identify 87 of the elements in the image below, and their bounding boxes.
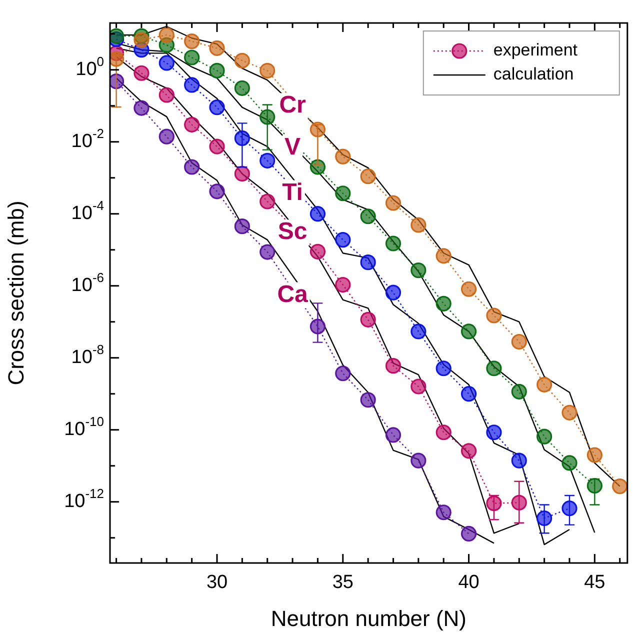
point [511,384,527,400]
point [158,128,174,144]
point [460,281,477,297]
annotation: Sc [278,218,308,246]
point [209,62,225,78]
x-axis-title: Neutron number (N) [270,606,467,631]
point [436,424,452,440]
point [385,284,402,300]
point [260,62,276,78]
point [234,80,250,96]
point [562,500,578,516]
point [184,116,200,132]
point [134,65,150,81]
point [184,159,200,175]
point [260,194,276,210]
point [385,427,402,443]
point [486,308,502,324]
point [110,28,124,44]
point [234,166,250,182]
x-tick-label: 40 [458,572,480,594]
point [260,109,276,125]
point [586,447,602,463]
y-axis-title: Cross section (mb) [3,200,28,386]
point [460,526,477,542]
point [209,138,225,154]
legend-label: experiment [493,40,578,60]
point [511,452,527,468]
point [360,168,376,184]
point [436,360,452,376]
point [410,262,426,278]
point [511,494,527,510]
x-tick-label: 30 [206,572,228,594]
point [536,376,552,392]
point [184,77,200,93]
point [260,152,276,168]
point [486,360,502,376]
point [134,32,150,48]
point [460,324,477,340]
point [158,27,174,43]
point [460,443,477,459]
point [158,87,174,103]
point [436,296,452,312]
point [612,478,628,494]
point [335,148,351,164]
point [209,100,225,116]
point [436,504,452,520]
x-tick-label: 45 [584,572,606,594]
point [410,217,426,233]
point [486,496,502,512]
point [310,244,326,260]
point [410,452,426,468]
point [410,324,426,340]
point [562,455,578,471]
point [410,378,426,394]
point [335,232,351,248]
point [184,50,200,66]
annotation: Cr [279,92,306,119]
annotation: Ti [282,178,303,206]
point [134,100,150,116]
point [335,186,351,202]
point [158,55,174,71]
annotation: V [284,134,301,161]
point [260,244,276,260]
point [234,218,250,234]
point [184,34,200,50]
point [511,334,527,350]
point [360,392,376,408]
point [209,40,225,56]
annotation: Ca [277,280,309,308]
point [335,276,351,293]
point [310,206,326,222]
point [436,248,452,264]
point [562,404,578,420]
point [360,254,376,270]
point [209,184,225,200]
point [385,236,402,252]
point [536,428,552,444]
point [460,386,477,402]
x-tick-label: 35 [332,572,354,594]
point [360,312,376,328]
point [385,358,402,374]
point [385,195,402,211]
legend-label: calculation [493,64,574,84]
point [486,424,502,440]
point [360,208,376,224]
point [234,52,250,68]
point [335,366,351,382]
